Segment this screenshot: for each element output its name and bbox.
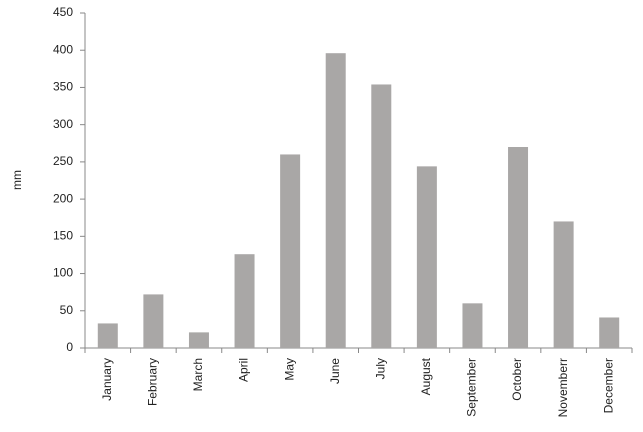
- x-tick-label: February: [146, 358, 160, 406]
- x-tick-label: July: [373, 358, 387, 379]
- y-tick-label: 150: [53, 229, 73, 243]
- y-tick-label: 100: [53, 266, 73, 280]
- bar: [462, 303, 483, 348]
- bar: [416, 166, 437, 348]
- y-axis-label: mm: [10, 170, 24, 190]
- x-tick-label: October: [510, 358, 524, 401]
- x-tick-label: March: [191, 358, 205, 391]
- x-tick-label: January: [100, 358, 114, 401]
- x-tick-label: June: [328, 358, 342, 384]
- bar: [553, 221, 574, 348]
- bar: [97, 323, 118, 348]
- bar: [143, 294, 164, 348]
- x-tick-label: September: [465, 358, 479, 417]
- y-tick-label: 200: [53, 191, 73, 205]
- bar: [371, 84, 392, 348]
- y-tick-label: 250: [53, 154, 73, 168]
- x-tick-label: December: [601, 358, 615, 413]
- y-tick-label: 450: [53, 5, 73, 19]
- bar: [280, 154, 301, 348]
- x-tick-label: Novemberr: [556, 358, 570, 417]
- y-tick-label: 0: [66, 340, 73, 354]
- bar: [599, 317, 620, 348]
- bar: [325, 53, 346, 348]
- y-tick-label: 350: [53, 80, 73, 94]
- x-tick-label: May: [282, 358, 296, 381]
- bar: [234, 254, 255, 348]
- y-tick-label: 50: [60, 303, 74, 317]
- x-tick-label: April: [237, 358, 251, 382]
- y-tick-label: 300: [53, 117, 73, 131]
- x-tick-label: August: [419, 357, 433, 395]
- bar: [508, 147, 529, 348]
- y-tick-label: 400: [53, 42, 73, 56]
- bar: [188, 332, 209, 348]
